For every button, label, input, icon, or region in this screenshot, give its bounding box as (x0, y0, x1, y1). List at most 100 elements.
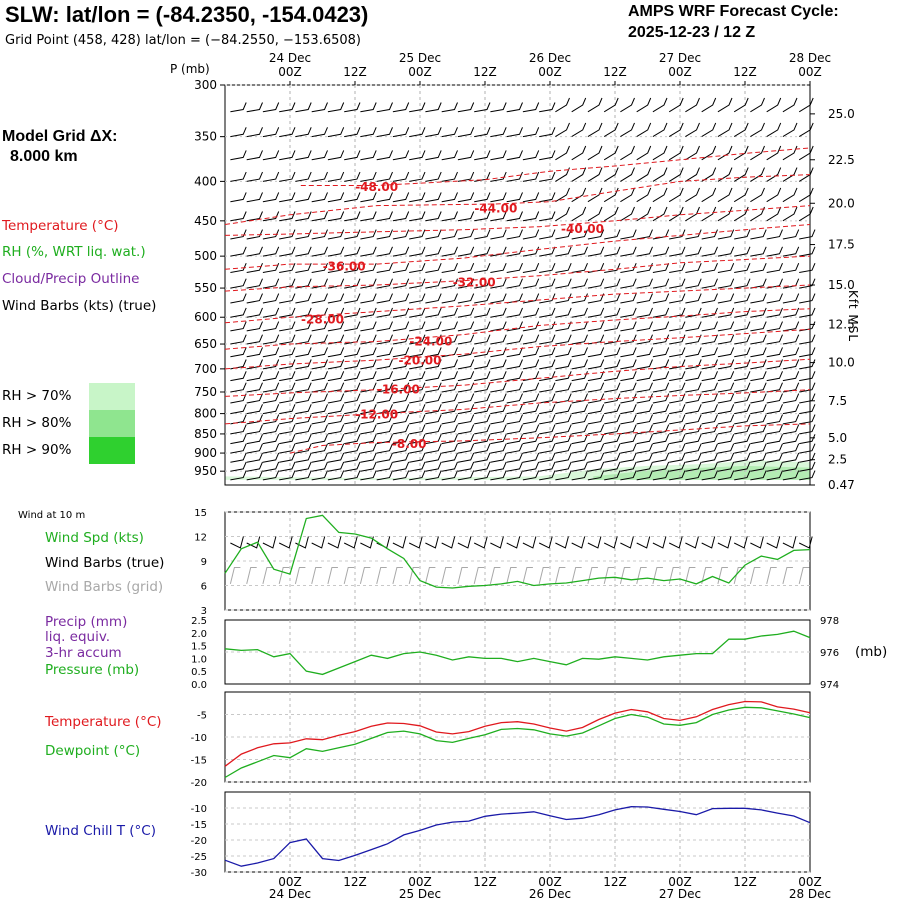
wind-barb (522, 443, 540, 454)
wind-barb (750, 97, 765, 113)
wind-barb (246, 443, 263, 454)
wind-barb (262, 307, 280, 318)
wind-speed-tick-label: 3 (201, 606, 207, 617)
wind-barb (441, 278, 458, 289)
wind-barb (668, 145, 684, 161)
wind-barb (782, 122, 798, 138)
true-wind-barb (571, 536, 586, 549)
precip-tick-label: 1.5 (191, 642, 207, 653)
top-date-label: 27 Dec (659, 51, 701, 65)
wind-barb (425, 470, 442, 481)
wind-barb (620, 404, 637, 415)
wind-barb (636, 452, 653, 463)
wind-barb (539, 229, 556, 240)
wind-barb (604, 229, 621, 240)
wind-barb (636, 434, 653, 445)
wind-barb (701, 470, 718, 481)
wind-barb (620, 246, 637, 257)
isotherm-label: -8.00 (392, 437, 427, 451)
wind-barb (295, 382, 312, 393)
legend-rh: RH (%, WRT liq. wat.) (2, 244, 146, 260)
wind-barb (604, 382, 621, 393)
wind-barb (246, 171, 263, 182)
wind-barb (230, 371, 247, 382)
wind-barb (425, 443, 442, 454)
wind-barb (392, 359, 410, 370)
pressure-tick-label: 500 (194, 249, 217, 263)
wind-barb (246, 192, 263, 203)
wind-barb (376, 263, 393, 273)
true-wind-barb (603, 536, 618, 549)
wind-barb (425, 293, 442, 304)
wind-barb (782, 167, 798, 182)
wind-barb (733, 145, 749, 161)
wind-barb (376, 470, 393, 481)
wind-barb (620, 293, 637, 304)
wind-barb (409, 424, 426, 435)
wind-barb (376, 229, 393, 240)
wind-barb (344, 347, 361, 358)
wind-barb (392, 443, 410, 454)
precip-liq-label: liq. equiv. (45, 629, 111, 645)
legend-temperature: Temperature (°C) (2, 218, 119, 234)
grid-wind-barbs (229, 567, 810, 585)
wind-speed-label: Wind Spd (kts) (45, 530, 144, 546)
wind-barb (295, 347, 312, 358)
wind-barb (360, 371, 377, 382)
wind-barb (587, 443, 605, 454)
wind-barb (652, 443, 670, 454)
wind-barb (474, 211, 491, 222)
wind-barb (474, 359, 491, 370)
wind-barb (376, 347, 393, 358)
grid-wind-barb (522, 567, 533, 585)
wind-barb (717, 97, 733, 113)
wind-barb (392, 127, 410, 138)
wind-barb (425, 192, 442, 203)
wind-barb (327, 371, 345, 382)
wind-barb (506, 102, 523, 113)
wind-barb (620, 145, 635, 161)
wind-barb (295, 434, 312, 445)
wind-barb (230, 171, 247, 182)
wind-barb (474, 307, 491, 318)
wind-barb (766, 187, 782, 203)
isotherm-line (224, 284, 811, 324)
bottom-date-label: 24 Dec (269, 887, 311, 900)
wind-barb (490, 263, 507, 273)
true-wind-barb (278, 536, 293, 549)
wind-barb (799, 347, 816, 358)
top-date-label: 24 Dec (269, 51, 311, 65)
top-time-label: 00Z (408, 65, 432, 79)
wind-barb (636, 167, 652, 182)
wind-barb (734, 404, 751, 415)
wind-barb (360, 293, 377, 304)
wind-barb (734, 321, 751, 332)
wind-barb (392, 434, 410, 445)
upper-wind-barbs (230, 97, 816, 481)
wind-barb (376, 424, 393, 435)
wind-barb (262, 404, 280, 415)
wind-barb (636, 187, 652, 203)
wind-barb (506, 192, 523, 203)
wind-barb (230, 321, 247, 332)
bottom-time-label: 12Z (473, 875, 497, 889)
wind-barb (279, 414, 296, 425)
wind-barb (604, 470, 621, 481)
wind-barb (539, 263, 556, 273)
wind-barb (734, 461, 751, 472)
wind-barb (555, 371, 572, 382)
wind-barb (799, 278, 816, 289)
wind-barb (262, 461, 280, 472)
wind-barb (799, 470, 816, 481)
wind-barb (750, 122, 765, 138)
true-wind-barb (457, 536, 472, 549)
wind-barb (392, 334, 410, 345)
wind-barb (474, 347, 491, 358)
wind-barb (750, 404, 767, 415)
wind-barb (441, 171, 458, 182)
pressure-unit-right: (mb) (855, 644, 888, 660)
wind-barb (669, 434, 686, 445)
rh-legend-90-label: RH > 90% (2, 442, 72, 458)
wind-barb (457, 434, 475, 445)
wind-barb (766, 167, 782, 182)
